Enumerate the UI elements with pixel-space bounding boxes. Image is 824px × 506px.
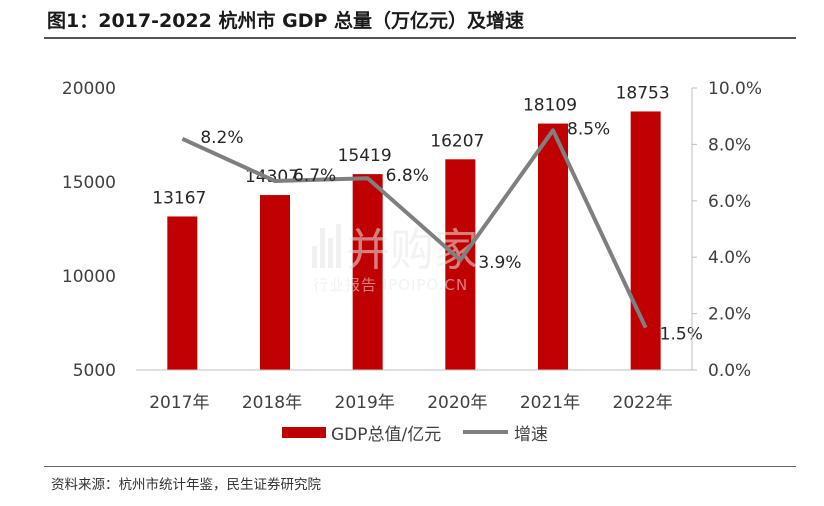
watermark-brand: 并购家 <box>346 225 478 276</box>
gdp-bar <box>352 174 383 370</box>
footer-rule <box>44 466 796 467</box>
x-axis-tick-label: 2019年 <box>335 393 395 413</box>
left-axis-tick-label: 15000 <box>62 173 116 193</box>
source-note: 资料来源：杭州市统计年鉴，民生证券研究院 <box>51 477 321 493</box>
left-axis-tick-label: 5000 <box>73 361 116 381</box>
gdp-bar-label: 18109 <box>523 96 577 116</box>
gdp-bar-label: 16207 <box>430 131 484 151</box>
growth-line <box>181 128 648 329</box>
x-axis-tick-label: 2020年 <box>427 393 487 413</box>
legend-label-gdp: GDP总值/亿元 <box>331 425 441 445</box>
title-rule <box>44 37 796 39</box>
right-axis-tick-label: 2.0% <box>708 305 751 325</box>
legend-label-growth: 增速 <box>514 425 548 445</box>
legend-swatch-gdp <box>282 427 326 438</box>
left-axis-tick-label: 20000 <box>62 79 116 99</box>
gdp-bar-label: 18753 <box>616 83 670 103</box>
x-axis-tick-label: 2022年 <box>613 393 673 413</box>
right-axis-tick-label: 0.0% <box>708 361 751 381</box>
growth-label: 6.7% <box>293 166 336 186</box>
growth-label: 6.8% <box>386 166 429 186</box>
right-axis-tick-label: 6.0% <box>708 192 751 212</box>
gdp-bar <box>167 216 198 370</box>
growth-label: 1.5% <box>660 325 703 345</box>
gdp-bar <box>538 123 568 370</box>
growth-label: 3.9% <box>478 253 521 273</box>
x-axis-tick-label: 2018年 <box>242 393 302 413</box>
gdp-bar <box>630 111 661 370</box>
watermark: 并购家 行业报告 IPOIPO.CN <box>312 224 478 294</box>
x-axis-tick-label: 2017年 <box>149 393 209 413</box>
growth-label: 8.5% <box>567 119 610 139</box>
watermark-logo-icon <box>312 224 341 268</box>
right-axis-tick-label: 8.0% <box>708 135 751 155</box>
chart-title: 图1：2017-2022 杭州市 GDP 总量（万亿元）及增速 <box>47 10 525 32</box>
right-axis-tick-label: 4.0% <box>708 248 751 268</box>
gdp-bar-label: 15419 <box>338 146 392 166</box>
growth-label: 8.2% <box>200 128 243 148</box>
gdp-bar <box>445 159 476 370</box>
watermark-subtitle: 行业报告 IPOIPO.CN <box>313 276 468 294</box>
gdp-bar-label: 13167 <box>152 188 206 208</box>
left-axis-tick-label: 10000 <box>62 267 116 287</box>
right-axis-tick-label: 10.0% <box>708 79 762 99</box>
x-axis-tick-label: 2021年 <box>520 393 580 413</box>
gdp-bar <box>260 195 290 370</box>
